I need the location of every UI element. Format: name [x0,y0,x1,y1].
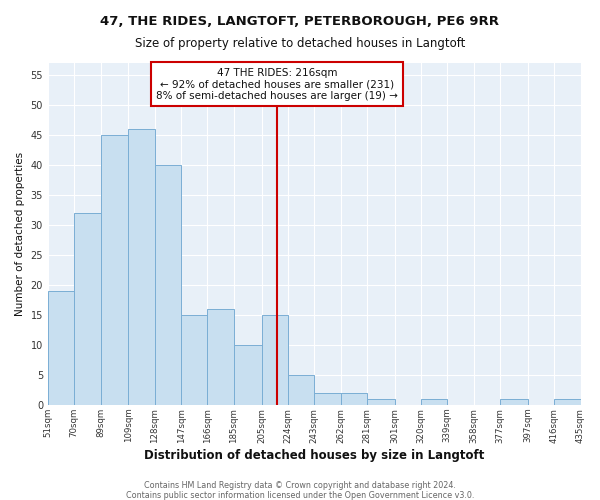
Bar [314,393,341,405]
Bar [554,399,581,405]
Bar [74,212,101,405]
Bar [341,393,367,405]
Bar [155,164,181,405]
Text: Size of property relative to detached houses in Langtoft: Size of property relative to detached ho… [135,38,465,51]
Bar [262,315,288,405]
Bar [181,315,208,405]
X-axis label: Distribution of detached houses by size in Langtoft: Distribution of detached houses by size … [144,450,484,462]
Bar [208,309,234,405]
Bar [101,134,128,405]
Bar [48,291,74,405]
Bar [421,399,448,405]
Bar [234,345,262,405]
Text: 47 THE RIDES: 216sqm
← 92% of detached houses are smaller (231)
8% of semi-detac: 47 THE RIDES: 216sqm ← 92% of detached h… [156,68,398,101]
Y-axis label: Number of detached properties: Number of detached properties [15,152,25,316]
Text: Contains HM Land Registry data © Crown copyright and database right 2024.: Contains HM Land Registry data © Crown c… [144,482,456,490]
Bar [288,375,314,405]
Bar [500,399,528,405]
Text: 47, THE RIDES, LANGTOFT, PETERBOROUGH, PE6 9RR: 47, THE RIDES, LANGTOFT, PETERBOROUGH, P… [101,15,499,28]
Text: Contains public sector information licensed under the Open Government Licence v3: Contains public sector information licen… [126,490,474,500]
Bar [367,399,395,405]
Bar [128,128,155,405]
